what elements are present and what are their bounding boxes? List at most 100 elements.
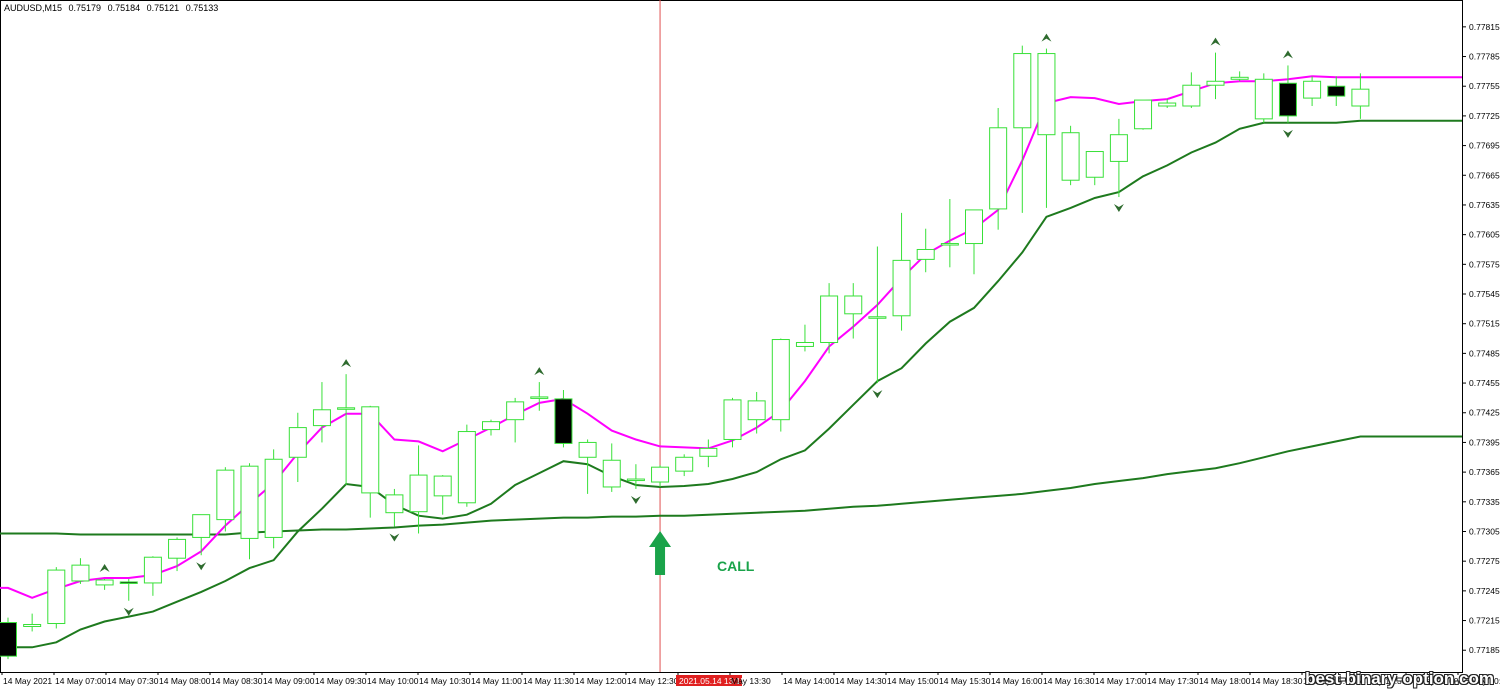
x-tick-label: 14 May 14:00 xyxy=(783,676,835,686)
x-tick-label: 14 May 17:00 xyxy=(1095,676,1147,686)
bull-candle xyxy=(530,396,549,399)
bull-candle xyxy=(602,459,621,488)
y-tick-label: 0.77185 xyxy=(1469,645,1500,655)
bull-candle xyxy=(192,514,211,538)
bull-candle xyxy=(264,458,283,538)
bull-candle xyxy=(71,564,90,582)
bull-candle xyxy=(940,243,959,246)
bull-candle xyxy=(771,339,790,421)
fractal-up-arrow xyxy=(99,563,110,572)
fractal-down-arrow xyxy=(1113,204,1124,213)
y-tick-label: 0.77665 xyxy=(1469,170,1500,180)
x-tick-label: 14 May 15:00 xyxy=(887,676,939,686)
x-tick-label: 14 May 16:00 xyxy=(991,676,1043,686)
x-tick-label: 14 May 11:00 xyxy=(471,676,522,686)
bull-candle xyxy=(23,624,42,627)
x-tick-label: 2021.05.14 13:15 xyxy=(679,676,745,686)
x-tick-label: 14 May 20:00 xyxy=(1407,676,1459,686)
x-tick-label: 14 May 12:00 xyxy=(575,676,627,686)
x-tick-label: 14 May 17:30 xyxy=(1147,676,1199,686)
y-tick-label: 0.77605 xyxy=(1469,230,1500,240)
bull-candle xyxy=(1158,102,1177,107)
x-tick-label: 14 May 09:30 xyxy=(315,676,367,686)
y-tick-label: 0.77275 xyxy=(1469,556,1500,566)
x-tick-label: 14 May 18:30 xyxy=(1251,676,1303,686)
bull-candle xyxy=(288,427,307,458)
y-tick-label: 0.77635 xyxy=(1469,200,1500,210)
y-tick-label: 0.77335 xyxy=(1469,497,1500,507)
y-tick-label: 0.77395 xyxy=(1469,437,1500,447)
bull-candle xyxy=(337,407,356,410)
fractal-down-arrow xyxy=(389,533,400,542)
bull-candle xyxy=(578,441,597,458)
y-tick-label: 0.77425 xyxy=(1469,408,1500,418)
y-tick-label: 0.77365 xyxy=(1469,467,1500,477)
x-tick-label: 14 May 08:30 xyxy=(211,676,263,686)
bear-candle xyxy=(1327,85,1346,97)
y-tick-label: 0.77785 xyxy=(1469,52,1500,62)
bull-candle xyxy=(1061,132,1080,181)
symbol-header: AUDUSD,M15 0.75179 0.75184 0.75121 0.751… xyxy=(4,3,222,13)
watermark: best-binary-option.com xyxy=(1305,669,1494,688)
x-tick-label: 14 May 12:30 xyxy=(627,676,679,686)
fractal-down-arrow xyxy=(1282,129,1293,138)
x-tick-label: 14 May 19:30 xyxy=(1355,676,1407,686)
fractal-down-arrow xyxy=(872,390,883,399)
bear-candle xyxy=(554,398,573,444)
bull-candle xyxy=(699,447,718,457)
fractal-down-arrow xyxy=(123,607,134,616)
bull-candle xyxy=(312,409,331,427)
bull-candle xyxy=(457,431,476,504)
bull-candle xyxy=(626,478,645,482)
bull-candle xyxy=(482,421,500,431)
y-tick-label: 0.77455 xyxy=(1469,378,1500,388)
call-arrow-icon xyxy=(649,531,672,575)
x-tick-label: 14 May 16:30 xyxy=(1043,676,1095,686)
bear-candle xyxy=(1278,82,1297,117)
x-tick-label: 14 May 20: xyxy=(1459,676,1500,686)
bull-candle xyxy=(892,259,911,317)
bull-candle xyxy=(95,579,114,586)
bull-candle xyxy=(216,469,235,521)
x-tick-label: 14 May 10:30 xyxy=(419,676,471,686)
low-value: 0.75121 xyxy=(146,3,180,13)
fractal-down-arrow xyxy=(630,495,641,504)
bear-candle xyxy=(0,622,17,657)
x-tick-label: 14 May 11:30 xyxy=(523,676,574,686)
x-tick-label: 14 May 15:30 xyxy=(939,676,991,686)
y-tick-label: 0.77485 xyxy=(1469,348,1500,358)
bull-candle xyxy=(506,401,525,421)
bull-candle xyxy=(723,399,742,440)
high-value: 0.75184 xyxy=(107,3,141,13)
bull-candle xyxy=(651,466,670,483)
bull-candle xyxy=(240,465,259,539)
fractal-up-arrow xyxy=(1041,33,1052,42)
y-tick-label: 0.77215 xyxy=(1469,616,1500,626)
bull-candle xyxy=(1037,53,1056,136)
bear-candle xyxy=(119,581,138,584)
x-tick-label: 14 May 07:00 xyxy=(55,676,107,686)
bull-candle xyxy=(916,248,935,260)
y-tick-label: 0.77695 xyxy=(1469,141,1500,151)
x-tick-label: 14 May 2021 xyxy=(3,676,52,686)
bull-candle xyxy=(409,474,428,513)
bull-candle xyxy=(361,406,380,494)
bull-candle xyxy=(1134,99,1153,130)
bull-candle xyxy=(1206,80,1225,86)
y-tick-label: 0.77515 xyxy=(1469,319,1500,329)
bull-candle xyxy=(143,556,162,584)
bull-candle xyxy=(1351,88,1370,107)
y-tick-label: 0.77575 xyxy=(1469,259,1500,269)
call-signal-label: CALL xyxy=(717,558,755,574)
fractal-up-arrow xyxy=(341,359,352,368)
bull-candle xyxy=(1254,78,1273,120)
fractal-up-arrow xyxy=(534,367,545,376)
bull-candle xyxy=(820,295,839,343)
bull-candle xyxy=(795,341,814,347)
x-tick-label: 14 May 19:00 xyxy=(1303,676,1355,686)
y-tick-label: 0.77545 xyxy=(1469,289,1500,299)
bull-candle xyxy=(747,400,766,421)
open-value: 0.75179 xyxy=(68,3,102,13)
